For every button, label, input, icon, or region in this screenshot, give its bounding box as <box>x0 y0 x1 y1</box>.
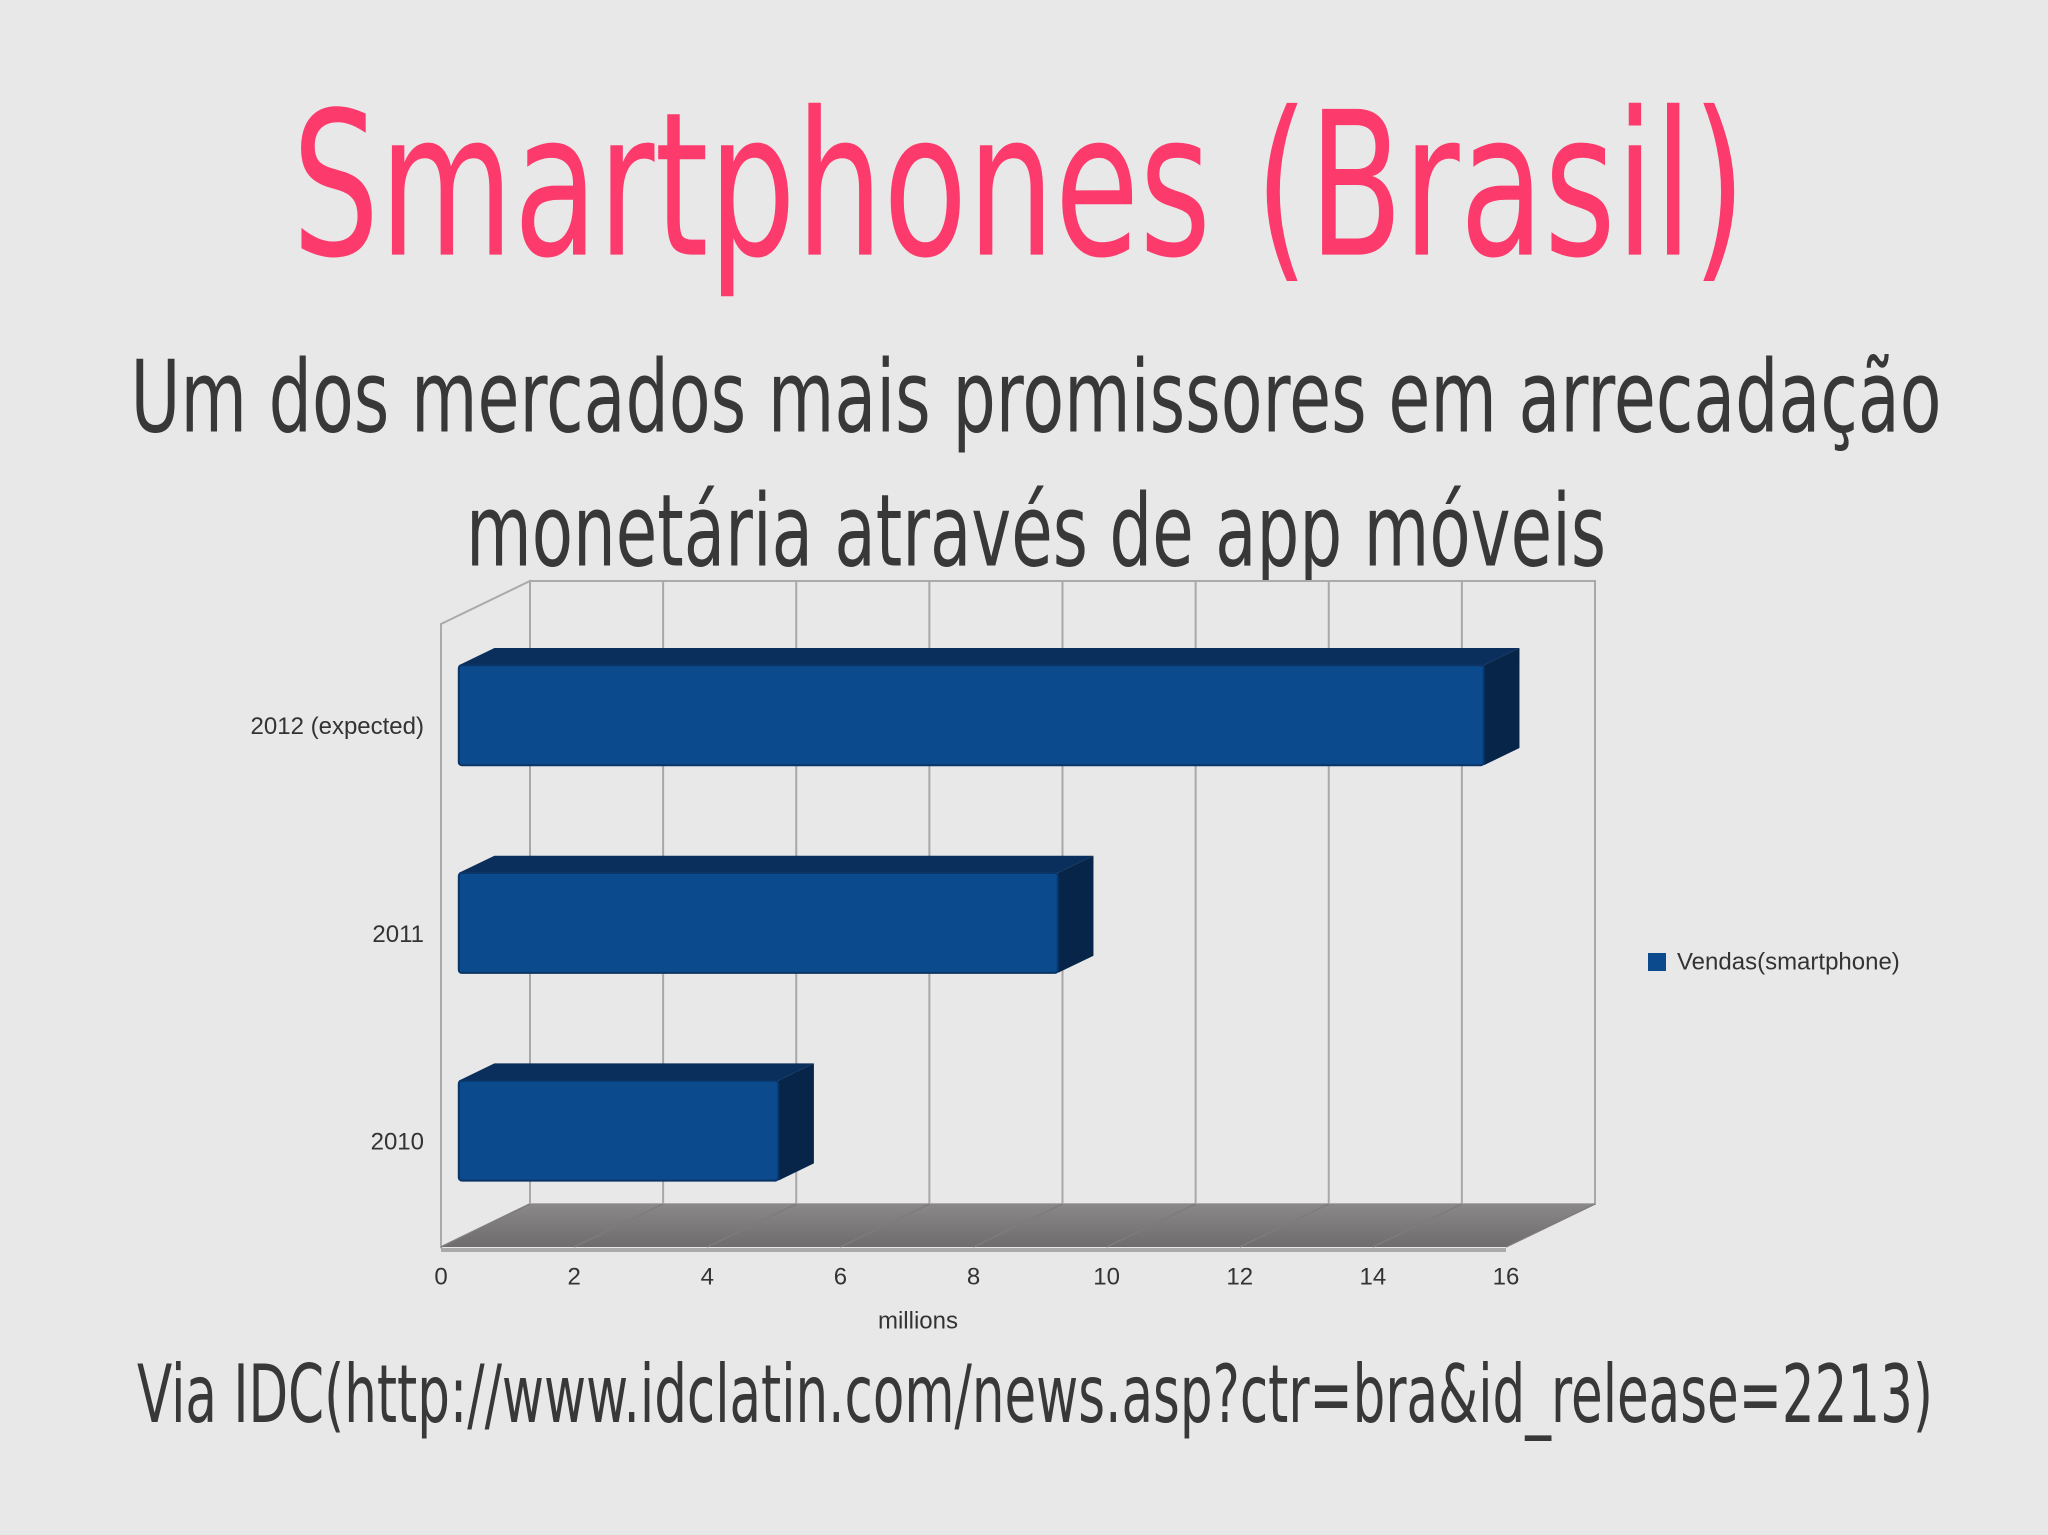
x-tick-label: 8 <box>967 1263 980 1290</box>
bar-top <box>458 855 1094 873</box>
x-tick-label: 2 <box>567 1263 580 1290</box>
floor-grid-line <box>573 1203 664 1248</box>
bar-top <box>458 648 1520 666</box>
subtitle: Um dos mercados mais promissores em arre… <box>131 338 1942 455</box>
source: Via IDC(http://www.idclatin.com/news.asp… <box>137 1348 1933 1441</box>
y-tick-label: 2010 <box>371 1129 424 1156</box>
bar <box>457 1063 814 1182</box>
floor-grid-line <box>1372 1203 1463 1248</box>
floor-grid-line <box>973 1203 1063 1248</box>
bar-front <box>457 1079 780 1182</box>
y-tick-label: 2011 <box>372 921 424 948</box>
y-tick-label: 2012 (expected) <box>251 713 424 740</box>
bar <box>457 855 1094 974</box>
floor-grid-line <box>706 1203 797 1248</box>
floor-grid-line <box>840 1203 930 1248</box>
x-tick-label: 10 <box>1093 1263 1120 1290</box>
bar-side <box>1483 648 1520 766</box>
bar-front <box>457 871 1059 974</box>
floor-grid-line <box>1505 1203 1596 1248</box>
bar-side <box>1057 855 1094 973</box>
legend-label: Vendas(smartphone) <box>1677 948 1900 975</box>
bar-front <box>457 664 1485 767</box>
x-axis-label: millions <box>878 1307 958 1334</box>
floor-grid-line <box>440 1203 531 1248</box>
legend-swatch <box>1648 953 1666 971</box>
bar-top <box>458 1063 814 1081</box>
x-tick-label: 4 <box>701 1263 714 1290</box>
x-tick-label: 6 <box>834 1263 847 1290</box>
x-tick-label: 0 <box>434 1263 447 1290</box>
floor-grid-line <box>1239 1203 1330 1248</box>
x-tick-label: 12 <box>1226 1263 1253 1290</box>
chart: 0 2 4 6 8 10 12 14 16 millions 2010 2011 2012 (expec… <box>251 579 1900 1334</box>
bar-side <box>778 1063 814 1181</box>
bar <box>457 648 1520 767</box>
floor-grid-line <box>1106 1203 1196 1248</box>
subtitle: monetária através de app móveis <box>466 472 1606 589</box>
x-tick-label: 14 <box>1360 1263 1387 1290</box>
x-tick-label: 16 <box>1493 1263 1520 1290</box>
title: Smartphones (Brasil) <box>292 70 1746 303</box>
